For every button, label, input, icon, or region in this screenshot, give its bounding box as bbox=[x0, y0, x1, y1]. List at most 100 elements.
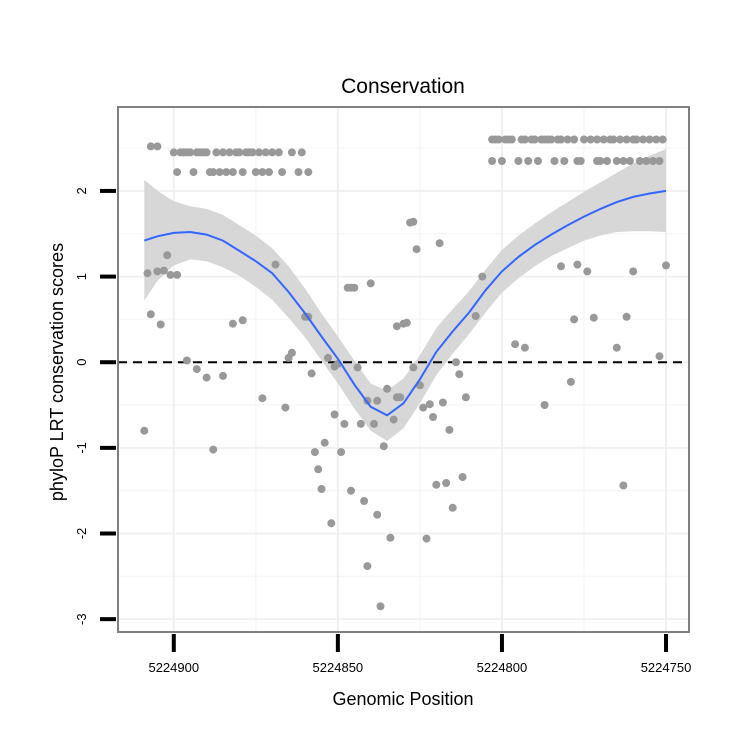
data-point bbox=[163, 251, 172, 260]
data-point bbox=[645, 135, 654, 144]
data-point bbox=[622, 312, 631, 321]
data-point bbox=[655, 157, 664, 165]
data-point bbox=[511, 340, 520, 349]
data-point bbox=[442, 479, 451, 487]
data-point bbox=[376, 602, 385, 611]
data-point bbox=[143, 269, 152, 278]
y-tick-label: 1 bbox=[74, 273, 89, 280]
data-point bbox=[327, 519, 336, 528]
data-point bbox=[307, 369, 316, 378]
data-point bbox=[212, 148, 221, 157]
data-point bbox=[304, 168, 313, 177]
data-point bbox=[347, 486, 355, 495]
data-point bbox=[534, 157, 542, 165]
data-point bbox=[576, 157, 585, 165]
data-point bbox=[356, 419, 365, 428]
data-point bbox=[547, 135, 556, 144]
data-point bbox=[350, 283, 359, 292]
data-point bbox=[265, 168, 273, 177]
data-point bbox=[360, 497, 369, 505]
data-point bbox=[550, 157, 559, 165]
data-point bbox=[619, 481, 628, 490]
data-point bbox=[389, 415, 398, 424]
data-point bbox=[452, 358, 460, 367]
data-point bbox=[497, 157, 506, 165]
data-point bbox=[422, 534, 431, 543]
data-point bbox=[353, 363, 362, 372]
smooth-fit-line bbox=[143, 189, 667, 417]
x-tick-label: 5224900 bbox=[148, 660, 199, 675]
data-point bbox=[379, 442, 388, 451]
data-point bbox=[219, 371, 227, 380]
data-point bbox=[202, 148, 211, 157]
data-point bbox=[248, 148, 257, 157]
data-point bbox=[609, 135, 618, 144]
data-point bbox=[222, 168, 231, 177]
data-point bbox=[520, 135, 529, 144]
data-point bbox=[330, 410, 339, 419]
data-point bbox=[455, 370, 464, 379]
data-point bbox=[639, 135, 648, 144]
data-point bbox=[524, 157, 533, 165]
x-tick-label: 5224800 bbox=[477, 660, 528, 675]
data-point bbox=[494, 135, 503, 144]
data-point bbox=[258, 168, 267, 177]
data-point bbox=[616, 135, 625, 144]
data-point bbox=[655, 352, 664, 361]
data-point bbox=[596, 157, 605, 165]
data-point bbox=[173, 270, 182, 279]
data-point bbox=[297, 148, 306, 157]
data-point bbox=[373, 396, 382, 405]
data-point bbox=[169, 148, 178, 157]
data-point bbox=[648, 157, 657, 165]
data-point bbox=[228, 168, 237, 177]
data-point bbox=[580, 135, 588, 144]
data-point bbox=[425, 400, 434, 409]
data-point bbox=[445, 425, 454, 434]
data-point bbox=[583, 267, 592, 276]
data-point bbox=[632, 135, 641, 144]
data-point bbox=[435, 239, 444, 248]
data-point bbox=[570, 135, 579, 144]
data-point bbox=[438, 398, 447, 407]
data-point bbox=[557, 135, 565, 144]
data-point bbox=[570, 315, 579, 324]
data-point bbox=[209, 168, 218, 177]
data-point bbox=[557, 262, 565, 271]
y-tick-label: -1 bbox=[74, 442, 89, 454]
data-point bbox=[383, 384, 392, 393]
data-point bbox=[363, 562, 372, 571]
data-point bbox=[228, 319, 237, 328]
data-point bbox=[189, 168, 198, 177]
points-layer bbox=[140, 135, 670, 611]
data-point bbox=[340, 419, 349, 428]
y-tick-label: 2 bbox=[74, 187, 89, 194]
data-point bbox=[294, 168, 303, 177]
data-point bbox=[153, 142, 162, 151]
data-point bbox=[409, 217, 418, 226]
data-point bbox=[156, 320, 165, 329]
panel-border bbox=[117, 106, 690, 633]
data-point bbox=[432, 480, 441, 489]
data-point bbox=[337, 448, 346, 457]
data-point bbox=[219, 148, 227, 157]
data-point bbox=[514, 157, 523, 165]
x-axis: 5224900 5224850 5224800 5224750 bbox=[148, 634, 691, 675]
data-point bbox=[255, 148, 264, 157]
data-point bbox=[324, 353, 332, 362]
data-point bbox=[192, 365, 201, 374]
data-point bbox=[215, 168, 224, 177]
data-point bbox=[235, 148, 244, 157]
data-point bbox=[317, 485, 326, 493]
data-point bbox=[251, 168, 260, 177]
data-point bbox=[314, 465, 323, 474]
y-tick-label: 0 bbox=[74, 359, 89, 366]
data-point bbox=[573, 260, 582, 269]
data-point bbox=[261, 148, 270, 157]
data-point bbox=[429, 413, 437, 421]
data-point bbox=[458, 473, 467, 481]
data-point bbox=[373, 510, 382, 519]
data-point bbox=[409, 363, 418, 372]
smooth-line-layer bbox=[143, 189, 667, 417]
y-axis: 2 1 0 -1 -2 -3 bbox=[74, 187, 116, 625]
